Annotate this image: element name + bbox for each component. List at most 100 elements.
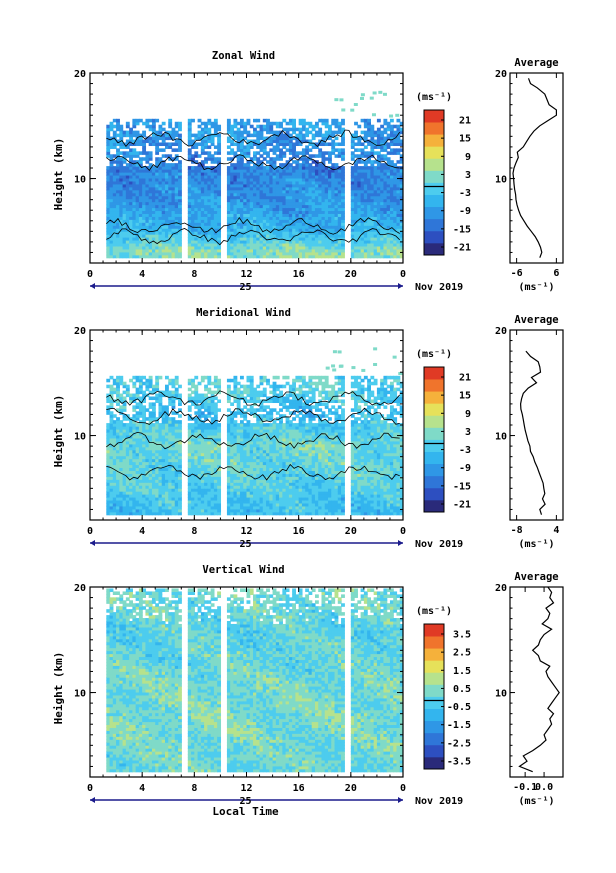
heatmap-cell xyxy=(164,213,169,217)
heatmap-cell xyxy=(210,408,215,412)
heatmap-cell xyxy=(357,172,362,176)
heatmap-cell xyxy=(226,157,231,161)
heatmap-cell xyxy=(328,169,332,173)
heatmap-cell xyxy=(194,174,199,179)
heatmap-cell xyxy=(168,485,173,489)
heatmap-cell xyxy=(138,225,143,229)
heatmap-cell xyxy=(396,127,401,132)
heatmap-cell xyxy=(334,225,339,229)
heatmap-cell xyxy=(210,402,215,406)
heatmap-cell xyxy=(145,231,150,235)
heatmap-cell xyxy=(328,172,332,176)
heatmap-cell xyxy=(249,160,254,164)
heatmap-cell xyxy=(197,414,202,418)
heatmap-cell xyxy=(187,219,192,223)
heatmap-cell xyxy=(151,124,156,129)
heatmap-cell xyxy=(142,157,147,161)
heatmap-cell xyxy=(311,248,316,253)
heatmap-cell xyxy=(106,234,111,238)
heatmap-cell xyxy=(393,216,398,220)
heatmap-cell xyxy=(210,496,215,501)
heatmap-cell xyxy=(373,177,378,182)
heatmap-cell xyxy=(393,237,398,241)
heatmap-cell xyxy=(253,151,257,155)
heatmap-cell xyxy=(135,225,140,229)
heatmap-cell xyxy=(187,245,192,250)
heatmap-cell xyxy=(109,228,114,232)
heatmap-cell xyxy=(135,154,140,158)
colorbar-swatch xyxy=(424,122,444,135)
heatmap-cell xyxy=(321,195,326,200)
heatmap-cell xyxy=(116,127,120,132)
heatmap-cell xyxy=(194,237,199,241)
heatmap-cell xyxy=(155,458,160,463)
heatmap-cell xyxy=(125,189,130,194)
heatmap-cell xyxy=(256,166,261,170)
heatmap-cell xyxy=(321,239,326,244)
heatmap-cell xyxy=(363,172,368,176)
heatmap-cell xyxy=(200,464,205,469)
heatmap-cell xyxy=(191,189,195,194)
heatmap-cell xyxy=(138,402,143,406)
heatmap-cell xyxy=(145,251,150,256)
heatmap-cell xyxy=(262,151,267,155)
heatmap-cell xyxy=(138,254,143,259)
heatmap-cell xyxy=(360,251,365,256)
heatmap-cell xyxy=(109,251,114,256)
heatmap-cell xyxy=(161,186,166,191)
heatmap-cell xyxy=(386,254,391,259)
heatmap-cell xyxy=(174,476,179,480)
heatmap-cell xyxy=(161,207,166,212)
heatmap-cell xyxy=(135,169,140,173)
heatmap-cell xyxy=(168,172,173,176)
heatmap-cell xyxy=(178,384,182,389)
heatmap-cell xyxy=(142,186,147,191)
heatmap-cell xyxy=(125,387,130,392)
heatmap-cell xyxy=(288,177,293,182)
heatmap-cell xyxy=(161,426,166,430)
heatmap-cell xyxy=(298,163,303,167)
heatmap-cell xyxy=(151,437,156,442)
heatmap-cell xyxy=(266,216,270,220)
heatmap-cell xyxy=(207,485,212,489)
heatmap-cell xyxy=(109,511,114,516)
heatmap-cell xyxy=(135,417,140,421)
heatmap-cell xyxy=(158,130,163,135)
heatmap-cell xyxy=(275,154,280,158)
heatmap-cell xyxy=(200,245,205,250)
heatmap-cell xyxy=(168,169,173,173)
heatmap-cell xyxy=(350,183,355,188)
heatmap-cell xyxy=(187,177,192,182)
heatmap-cell xyxy=(174,381,179,386)
heatmap-cell xyxy=(246,239,251,244)
heatmap-cell xyxy=(301,213,306,217)
heatmap-cell xyxy=(259,160,264,164)
heatmap-cell xyxy=(354,177,358,182)
heatmap-cell xyxy=(373,160,378,164)
heatmap-cell xyxy=(256,210,261,214)
heatmap-cell xyxy=(328,133,332,138)
heatmap-cell xyxy=(298,251,303,256)
heatmap-cell xyxy=(282,142,287,147)
heatmap-cell xyxy=(151,172,156,176)
heatmap-cell xyxy=(399,183,403,188)
heatmap-cell xyxy=(279,219,283,223)
heatmap-cell xyxy=(380,133,385,138)
heatmap-cell xyxy=(109,458,114,463)
heatmap-cell xyxy=(119,399,124,404)
heatmap-cell xyxy=(138,169,143,173)
heatmap-cell xyxy=(116,139,120,144)
heatmap-cell xyxy=(311,127,316,132)
heatmap-cell xyxy=(148,426,153,430)
heatmap-cell xyxy=(155,242,160,247)
heatmap-cell xyxy=(151,479,156,483)
heatmap-cell xyxy=(354,130,358,135)
heatmap-cell xyxy=(168,237,173,241)
heatmap-cell xyxy=(253,142,257,147)
heatmap-cell xyxy=(132,169,137,173)
heatmap-cell xyxy=(386,242,391,247)
heatmap-cell xyxy=(213,177,218,182)
heatmap-cell xyxy=(200,169,205,173)
heatmap-cell xyxy=(197,174,202,179)
heatmap-cell xyxy=(174,177,179,182)
